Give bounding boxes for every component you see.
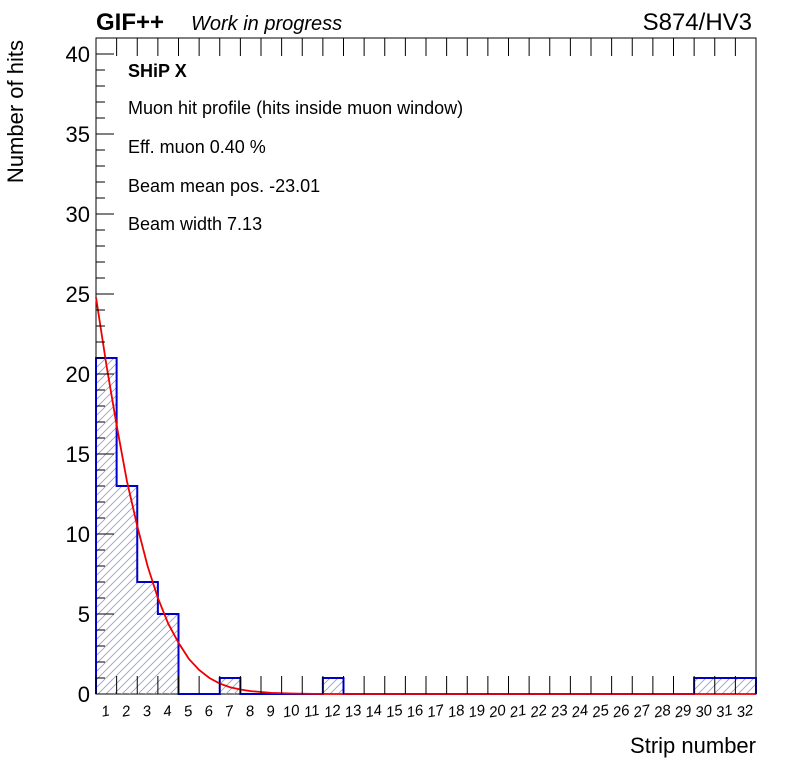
histogram-outline (95, 357, 757, 695)
x-axis-title: Strip number (630, 733, 756, 758)
bar-fill-1 (96, 358, 117, 694)
x-tick-label: 15 (385, 702, 405, 722)
y-tick-label: 15 (66, 442, 90, 467)
x-tick-label: 28 (652, 702, 673, 722)
bar-fill-30 (694, 678, 715, 694)
bar-fill-4 (157, 614, 179, 694)
bar-fill-3 (137, 582, 158, 694)
x-tick-label: 7 (224, 702, 236, 720)
x-tick-label: 1 (100, 702, 111, 720)
x-tick-label: 30 (694, 702, 714, 722)
histogram-bars (95, 357, 757, 695)
x-tick-label: 25 (590, 702, 611, 722)
y-tick-label: 35 (66, 122, 90, 147)
x-tick-label: 17 (426, 702, 446, 722)
bar-fill-12 (322, 678, 344, 694)
x-tick-label: 27 (631, 702, 652, 722)
y-tick-label: 20 (66, 362, 90, 387)
x-tick-label: 9 (265, 702, 277, 720)
x-tick-label: 2 (120, 702, 133, 720)
info-title: SHiP X (128, 61, 187, 81)
x-tick-label: 4 (162, 702, 173, 720)
x-tick-label: 23 (549, 702, 570, 722)
x-tick-label: 5 (182, 702, 194, 720)
x-tick-label: 20 (487, 702, 508, 722)
x-tick-label: 10 (281, 702, 301, 722)
x-tick-label: 12 (323, 702, 343, 722)
info-line: Beam width 7.13 (128, 214, 262, 234)
experiment-label: GIF++ (96, 9, 164, 36)
x-tick-label: 18 (446, 702, 466, 722)
info-line: Beam mean pos. -23.01 (128, 176, 320, 196)
x-tick-label: 6 (203, 702, 215, 720)
x-tick-label: 14 (364, 702, 383, 722)
x-tick-label: 29 (672, 702, 693, 722)
x-tick-label: 24 (569, 702, 589, 722)
y-tick-label: 10 (66, 522, 90, 547)
y-axis: 0 5 10 15 20 25 30 35 40 (66, 37, 114, 707)
x-tick-label: 11 (303, 702, 321, 721)
x-tick-label: 21 (507, 702, 527, 722)
bar-fill-7 (219, 678, 241, 694)
x-tick-label: 26 (610, 702, 631, 722)
y-tick-label: 30 (66, 202, 90, 227)
info-line: Muon hit profile (hits inside muon windo… (128, 98, 463, 118)
x-axis: 1 2 3 4 5 6 7 8 9 10 11 12 13 14 15 16 17 18 19 20 21 22 23 24 2… (95, 38, 757, 722)
x-tick-label: 13 (343, 702, 363, 722)
run-label: S874/HV3 (643, 9, 752, 36)
bar-fill-2 (116, 486, 138, 694)
y-axis-title: Number of hits (3, 40, 28, 183)
x-tick-label: 3 (141, 702, 153, 720)
bar-fill-32 (735, 678, 756, 694)
x-tick-label: 16 (405, 702, 425, 722)
bar-fill-31 (714, 678, 736, 694)
status-label: Work in progress (191, 13, 342, 35)
x-tick-label: 22 (528, 702, 549, 722)
fit-curve (95, 297, 756, 695)
x-tick-label: 32 (735, 702, 755, 722)
y-tick-label: 0 (78, 682, 90, 707)
fit-curve-group (95, 297, 756, 695)
x-tick-label: 31 (715, 702, 734, 722)
info-line: Eff. muon 0.40 % (128, 137, 266, 157)
y-tick-label: 25 (66, 282, 90, 307)
x-tick-label: 19 (467, 702, 487, 722)
x-tick-label: 8 (244, 702, 256, 720)
y-tick-label: 5 (78, 602, 90, 627)
info-box: SHiP X Muon hit profile (hits inside muo… (128, 61, 463, 234)
y-tick-label: 40 (66, 42, 90, 67)
